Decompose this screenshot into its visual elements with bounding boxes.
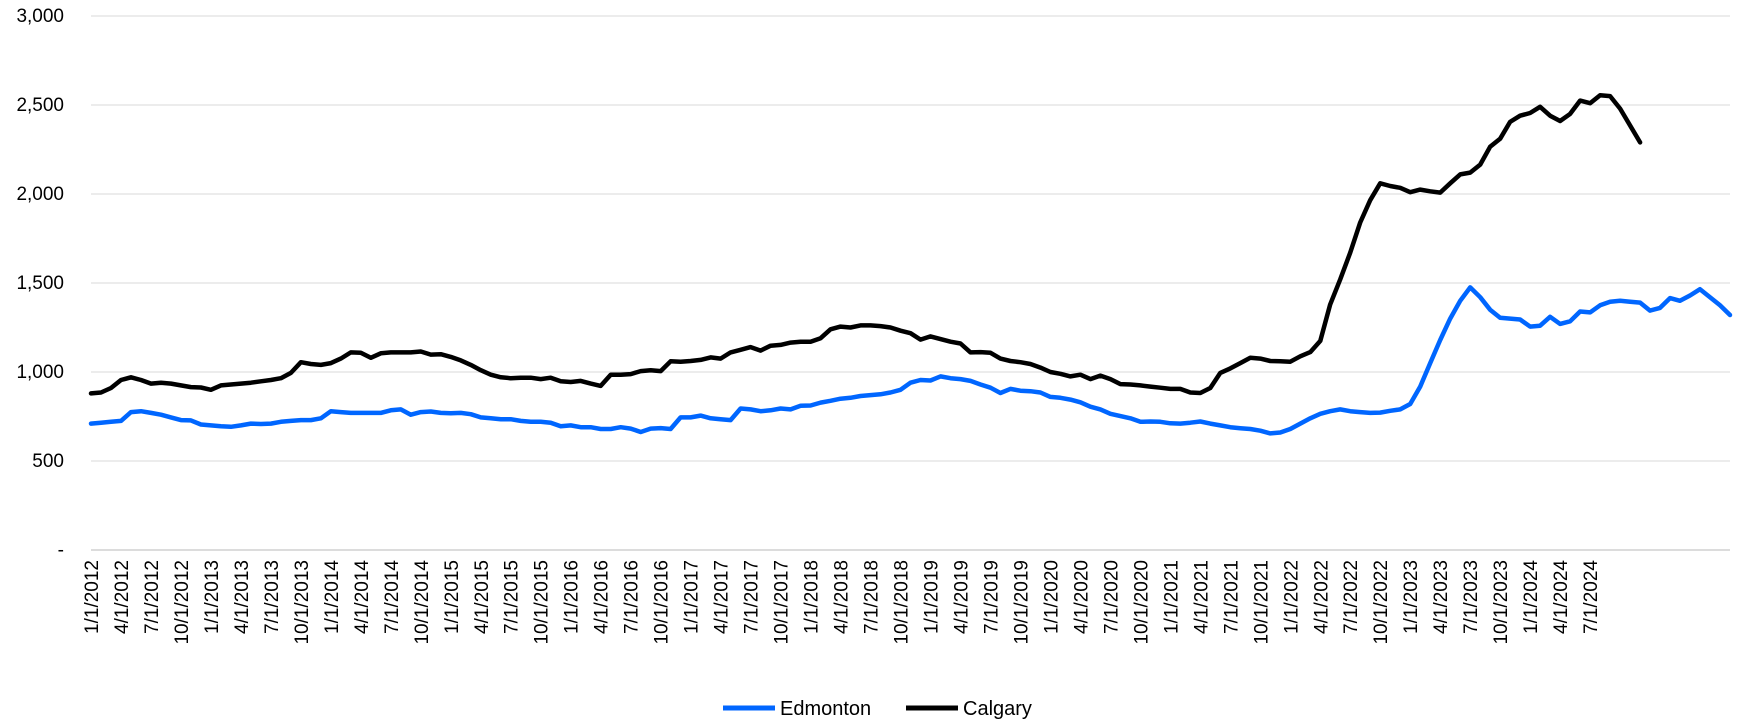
legend: Edmonton Calgary [723, 698, 1032, 720]
y-axis-ticks: - 500 1,000 1,500 2,000 2,500 3,000 [16, 6, 64, 561]
x-tick-label: 4/1/2022 [1311, 560, 1332, 634]
x-tick-label: 4/1/2015 [472, 560, 493, 634]
x-tick-label: 1/1/2023 [1401, 560, 1422, 634]
x-tick-label: 1/1/2020 [1041, 560, 1062, 634]
y-tick-label: 1,000 [16, 362, 64, 383]
x-tick-label: 4/1/2021 [1191, 560, 1212, 634]
x-tick-label: 10/1/2019 [1011, 560, 1032, 645]
x-tick-label: 7/1/2019 [981, 560, 1002, 634]
x-tick-label: 4/1/2020 [1071, 560, 1092, 634]
x-tick-label: 10/1/2022 [1371, 560, 1392, 645]
x-tick-label: 7/1/2016 [622, 560, 643, 634]
x-tick-label: 7/1/2020 [1101, 560, 1122, 634]
legend-label-edmonton: Edmonton [780, 698, 871, 720]
x-tick-label: 10/1/2016 [652, 560, 673, 645]
x-tick-label: 4/1/2016 [592, 560, 613, 634]
x-tick-label: 4/1/2012 [112, 560, 133, 634]
y-tick-label: 1,500 [16, 273, 64, 294]
x-tick-label: 4/1/2013 [232, 560, 253, 634]
x-tick-label: 7/1/2023 [1461, 560, 1482, 634]
y-tick-label: 2,000 [16, 184, 64, 205]
x-tick-label: 4/1/2023 [1431, 560, 1452, 634]
series-line-edmonton [88, 285, 1733, 436]
x-tick-label: 10/1/2020 [1131, 560, 1152, 645]
series-lines [88, 92, 1733, 436]
x-tick-label: 7/1/2024 [1581, 560, 1602, 634]
x-tick-label: 1/1/2012 [82, 560, 103, 634]
x-tick-label: 4/1/2019 [951, 560, 972, 634]
legend-label-calgary: Calgary [963, 698, 1032, 720]
y-tick-label: 500 [32, 451, 64, 472]
x-tick-label: 10/1/2021 [1251, 560, 1272, 645]
x-tick-label: 1/1/2019 [921, 560, 942, 634]
y-tick-label: 3,000 [16, 6, 64, 27]
x-tick-label: 7/1/2022 [1341, 560, 1362, 634]
x-tick-label: 10/1/2013 [292, 560, 313, 645]
x-tick-label: 7/1/2018 [862, 560, 883, 634]
x-tick-label: 7/1/2012 [142, 560, 163, 634]
x-tick-label: 1/1/2022 [1281, 560, 1302, 634]
x-tick-label: 7/1/2017 [742, 560, 763, 634]
x-tick-label: 4/1/2017 [712, 560, 733, 634]
x-tick-label: 1/1/2015 [442, 560, 463, 634]
x-tick-label: 7/1/2021 [1221, 560, 1242, 634]
x-tick-label: 1/1/2018 [802, 560, 823, 634]
x-tick-label: 7/1/2013 [262, 560, 283, 634]
x-tick-label: 4/1/2024 [1551, 560, 1572, 634]
x-tick-label: 1/1/2017 [682, 560, 703, 634]
x-tick-label: 10/1/2012 [172, 560, 193, 645]
x-tick-label: 1/1/2016 [562, 560, 583, 634]
x-axis-ticks: 1/1/2012 4/1/2012 7/1/2012 10/1/2012 1/1/201… [82, 560, 1602, 645]
x-tick-label: 7/1/2015 [502, 560, 523, 634]
x-tick-label: 10/1/2017 [772, 560, 793, 645]
y-tick-label: 2,500 [16, 95, 64, 116]
x-tick-label: 4/1/2018 [832, 560, 853, 634]
x-tick-label: 1/1/2014 [322, 560, 343, 634]
x-tick-label: 10/1/2023 [1491, 560, 1512, 645]
x-tick-label: 1/1/2021 [1161, 560, 1182, 634]
series-line-calgary [88, 92, 1643, 396]
y-tick-label: - [58, 540, 64, 561]
gridlines [91, 15, 1730, 551]
x-tick-label: 10/1/2015 [532, 560, 553, 645]
x-tick-label: 4/1/2014 [352, 560, 373, 634]
x-tick-label: 7/1/2014 [382, 560, 403, 634]
x-tick-label: 10/1/2018 [892, 560, 913, 645]
x-tick-label: 1/1/2013 [202, 560, 223, 634]
x-tick-label: 1/1/2024 [1521, 560, 1542, 634]
x-tick-label: 10/1/2014 [412, 560, 433, 645]
